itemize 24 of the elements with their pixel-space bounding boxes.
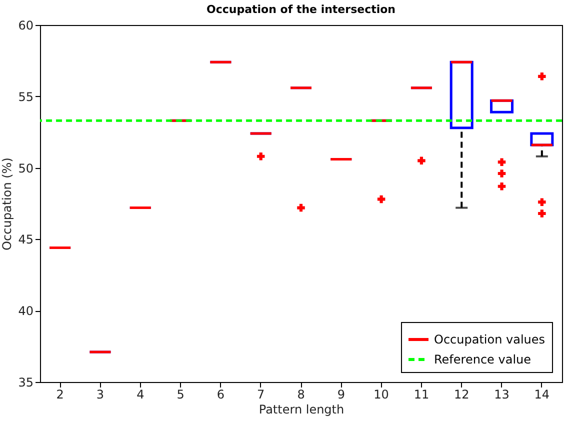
x-tick-label: 12 — [454, 388, 470, 402]
x-axis-title: Pattern length — [258, 402, 344, 416]
chart-title: Occupation of the intersection — [206, 3, 396, 16]
y-tick-label: 40 — [18, 304, 34, 318]
y-tick-label: 55 — [18, 90, 34, 104]
y-axis-title: Occupation (%) — [0, 158, 14, 250]
y-tick-label: 50 — [18, 161, 34, 176]
y-tick-label: 60 — [18, 18, 34, 32]
y-tick-label: 45 — [18, 232, 34, 247]
x-tick-label: 7 — [257, 388, 265, 402]
legend-label: Occupation values — [434, 332, 546, 346]
x-tick-label: 11 — [414, 388, 430, 402]
legend-label: Reference value — [434, 352, 532, 366]
x-tick-label: 6 — [216, 388, 225, 402]
x-tick-label: 14 — [534, 388, 550, 402]
x-tick-label: 13 — [494, 388, 510, 402]
x-tick-label: 2 — [56, 388, 64, 402]
x-tick-label: 3 — [96, 388, 104, 402]
x-tick-label: 9 — [337, 388, 345, 402]
x-tick-label: 4 — [136, 388, 144, 402]
x-tick-label: 10 — [374, 388, 389, 402]
x-tick-label: 5 — [176, 388, 184, 402]
x-tick-label: 8 — [297, 388, 305, 402]
y-tick-label: 35 — [18, 376, 34, 390]
